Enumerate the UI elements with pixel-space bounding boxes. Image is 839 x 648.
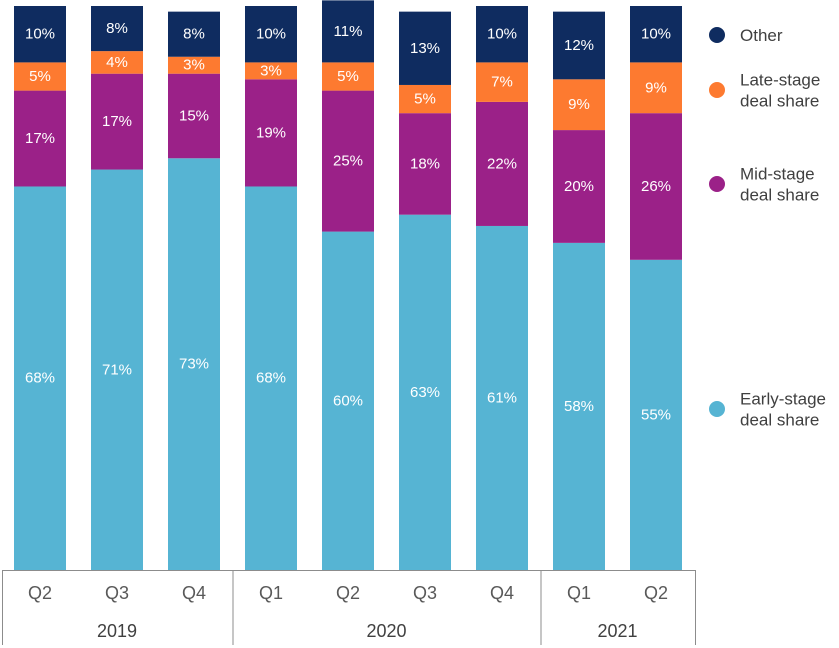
- legend-label: Mid-stage deal share: [740, 164, 819, 204]
- segment-value-label: 5%: [414, 91, 436, 108]
- bar-segment-2-7: [476, 101, 528, 226]
- legend-marker: [709, 27, 725, 43]
- legend-marker: [709, 401, 725, 417]
- segment-value-label: 60%: [333, 392, 363, 409]
- segment-value-label: 63%: [410, 384, 440, 401]
- legend-label: Late-stage deal share: [740, 70, 820, 110]
- segment-value-label: 18%: [410, 155, 440, 172]
- bar-segment-1-9: [630, 259, 682, 570]
- bar-segment-4-9: [630, 6, 682, 63]
- bar-segment-3-8: [553, 79, 605, 131]
- bar-segment-4-7: [476, 6, 528, 63]
- segment-value-label: 68%: [256, 370, 286, 387]
- bar-segment-3-5: [322, 62, 374, 91]
- bar-segment-3-6: [399, 84, 451, 114]
- bar-segment-4-3: [168, 11, 220, 57]
- legend-label: Early-stage deal share: [740, 389, 826, 429]
- segment-value-label: 17%: [102, 113, 132, 130]
- bar-segment-4-8: [553, 11, 605, 80]
- bar-segment-2-8: [553, 130, 605, 243]
- segment-value-label: 11%: [334, 23, 363, 40]
- bar-segment-1-5: [322, 231, 374, 570]
- segment-value-label: 10%: [641, 26, 671, 43]
- bar-segment-1-3: [168, 158, 220, 570]
- bar-segment-1-7: [476, 225, 528, 570]
- segment-value-label: 10%: [487, 26, 517, 43]
- bars-group: [14, 0, 682, 571]
- segment-value-label: 73%: [179, 356, 209, 373]
- segment-labels-group: 68% 17% 5% 10% 71% 17% 4% 8% 73% 15% 3% 8% 68% 19% 3% 1…: [25, 20, 671, 423]
- segment-value-label: 19%: [256, 124, 286, 141]
- segment-value-label: 9%: [645, 79, 667, 96]
- x-tick-label: Q4: [490, 583, 514, 603]
- bar-segment-1-6: [399, 214, 451, 570]
- bar-segment-2-6: [399, 113, 451, 215]
- bar-segment-4-2: [91, 6, 143, 52]
- segment-value-label: 55%: [641, 406, 671, 423]
- segment-value-label: 25%: [333, 153, 363, 170]
- x-tick-label: Q1: [259, 583, 283, 603]
- x-tick-label: Q2: [644, 583, 668, 603]
- bar-segment-3-3: [168, 56, 220, 74]
- segment-value-label: 61%: [487, 389, 517, 406]
- segment-value-label: 13%: [410, 40, 440, 57]
- legend-label: Other: [740, 26, 783, 45]
- x-tick-label: Q4: [182, 583, 206, 603]
- bar-segment-2-9: [630, 113, 682, 260]
- bar-segment-4-5: [322, 0, 374, 63]
- bar-segment-1-2: [91, 169, 143, 570]
- segment-value-label: 22%: [487, 155, 517, 172]
- bar-segment-2-3: [168, 73, 220, 159]
- segment-value-label: 4%: [106, 54, 128, 71]
- segment-value-label: 3%: [260, 62, 282, 79]
- segment-value-label: 15%: [179, 107, 209, 124]
- segment-value-label: 7%: [491, 74, 513, 91]
- bar-segment-4-1: [14, 6, 66, 63]
- segment-value-label: 71%: [102, 361, 132, 378]
- segment-value-label: 5%: [337, 68, 359, 85]
- bar-segment-3-1: [14, 62, 66, 91]
- x-tick-label: Q2: [336, 583, 360, 603]
- x-tick-label: Q3: [413, 583, 437, 603]
- segment-value-label: 58%: [564, 398, 594, 415]
- segment-value-label: 20%: [564, 178, 594, 195]
- bar-segment-3-2: [91, 51, 143, 74]
- bar-segment-4-6: [399, 11, 451, 85]
- segment-value-label: 9%: [568, 96, 590, 113]
- x-tick-label: Q3: [105, 583, 129, 603]
- segment-value-label: 12%: [564, 37, 594, 54]
- bar-segment-2-5: [322, 90, 374, 232]
- x-tick-label: Q2: [28, 583, 52, 603]
- segment-value-label: 5%: [29, 68, 51, 85]
- segment-value-label: 10%: [25, 26, 55, 43]
- bar-segment-1-1: [14, 186, 66, 571]
- bar-segment-3-9: [630, 62, 682, 114]
- x-group-label: 2019: [97, 621, 137, 641]
- segment-value-label: 10%: [256, 26, 286, 43]
- segment-value-label: 8%: [183, 26, 205, 43]
- bar-segment-1-8: [553, 242, 605, 570]
- segment-value-label: 26%: [641, 178, 671, 195]
- segment-value-label: 8%: [106, 20, 128, 37]
- bar-segment-2-4: [245, 79, 297, 187]
- legend-marker: [709, 82, 725, 98]
- bar-segment-1-4: [245, 186, 297, 571]
- bar-segment-3-4: [245, 62, 297, 80]
- category-axis: Q2 Q3 Q4 Q1 Q2 Q3 Q4 Q1 Q2 2019 2020 2021: [2, 570, 696, 645]
- bar-segment-2-1: [14, 90, 66, 187]
- bar-segment-2-2: [91, 73, 143, 170]
- segment-value-label: 68%: [25, 370, 55, 387]
- segment-value-label: 17%: [25, 130, 55, 147]
- bar-segment-4-4: [245, 6, 297, 63]
- segment-value-label: 3%: [183, 57, 205, 74]
- legend: Other Late-stage deal share Mid-stage deal s…: [709, 26, 826, 429]
- bar-segment-3-7: [476, 62, 528, 102]
- legend-marker: [709, 176, 725, 192]
- x-tick-label: Q1: [567, 583, 591, 603]
- x-group-label: 2020: [366, 621, 406, 641]
- x-group-label: 2021: [597, 621, 637, 641]
